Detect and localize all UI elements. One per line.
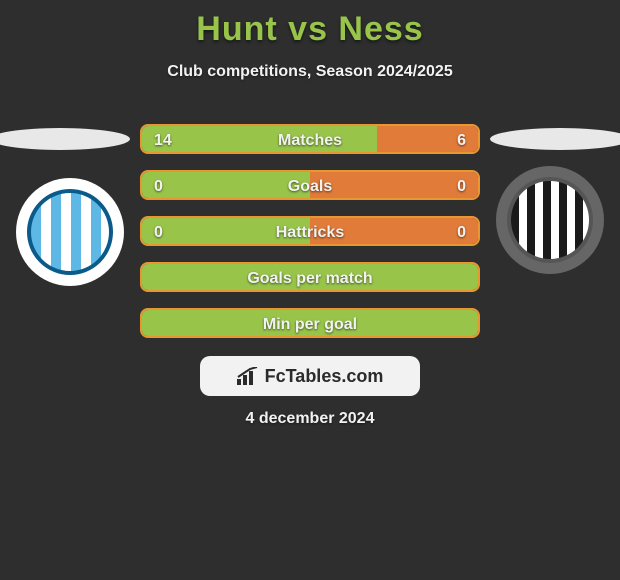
stat-row: 00Hattricks [140,216,480,246]
club-crest-left [16,178,124,286]
page-title: Hunt vs Ness [0,0,620,49]
stat-fill-left [142,264,478,290]
stat-fill-left [142,310,478,336]
stat-fill-left [142,172,310,198]
stat-row: Goals per match [140,262,480,292]
watermark: FcTables.com [200,356,420,396]
stat-fill-right [310,172,478,198]
subtitle: Club competitions, Season 2024/2025 [0,63,620,81]
stat-value-left: 14 [154,126,172,154]
stat-row: 146Matches [140,124,480,154]
chart-icon [237,367,259,385]
stat-fill-left [142,126,377,152]
stat-row: 00Goals [140,170,480,200]
stat-value-right: 6 [457,126,466,154]
stat-value-left: 0 [154,218,163,246]
date-label: 4 december 2024 [0,410,620,428]
stat-value-right: 0 [457,172,466,200]
stat-bars: 146Matches00Goals00HattricksGoals per ma… [140,124,480,354]
crest-right-graphic [507,177,593,263]
stat-row: Min per goal [140,308,480,338]
player-shadow-left [0,128,130,150]
player-shadow-right [490,128,620,150]
comparison-card: Hunt vs Ness Club competitions, Season 2… [0,0,620,580]
club-crest-right [496,166,604,274]
stat-value-right: 0 [457,218,466,246]
watermark-text: FcTables.com [265,366,384,387]
stat-value-left: 0 [154,172,163,200]
crest-left-graphic [27,189,113,275]
stat-fill-right [310,218,478,244]
stat-fill-left [142,218,310,244]
